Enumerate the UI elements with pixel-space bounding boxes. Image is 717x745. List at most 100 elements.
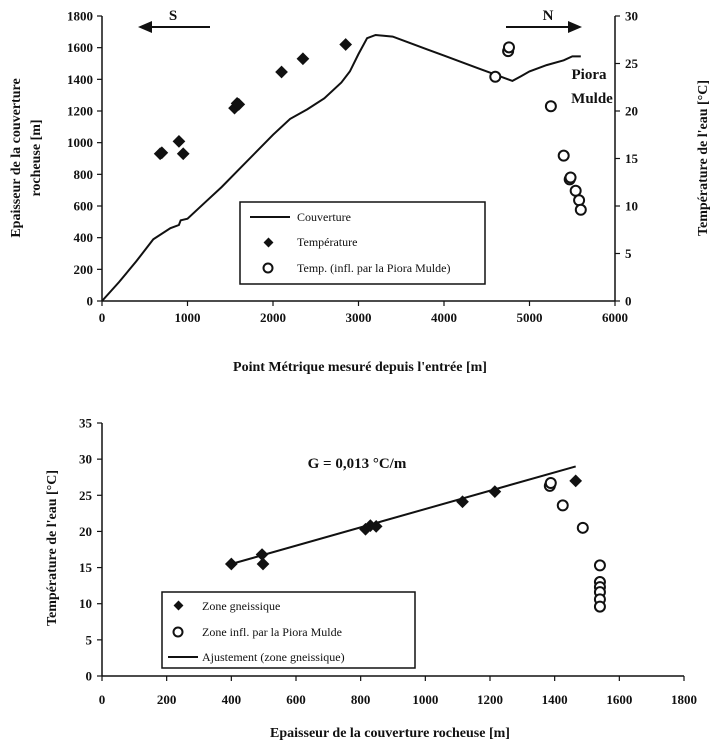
top-y-axis-label-2: rocheuse [m] [29,119,44,196]
top-y-axis-label-1: Epaisseur de la couverture [9,78,24,237]
legend-temp-piora: Temp. (infl. par la Piora Mulde) [297,261,450,275]
top-x-axis-label: Point Métrique mesuré depuis l'entrée [m… [233,360,487,375]
top-y2-tick-label: 20 [625,104,638,119]
bottom-y-axis-label: Température de l'eau [°C] [45,470,60,626]
bottom-x-tick-label: 1000 [412,692,438,707]
top-y-tick-label: 0 [87,294,94,309]
temperature-point [232,97,246,111]
top-y-tick-label: 200 [74,262,94,277]
temperature-point [296,52,310,66]
temperature-point [172,135,186,148]
legend-diamond-marker [263,237,274,248]
bottom-y-tick-label: 5 [86,632,93,647]
temperature-point [275,65,288,79]
top-y-tick-label: 600 [74,199,94,214]
top-y-tick-label: 1400 [67,72,93,87]
bottom-y-tick-label: 0 [86,669,93,684]
temp-piora-point [574,203,587,216]
top-legend: Couverture Température Temp. (infl. par … [239,201,486,285]
ajustement-line [231,465,576,565]
temp-piora-point [502,41,515,54]
piora-point [593,600,606,613]
south-label: S [169,8,177,24]
temp-piora-point [573,194,586,207]
bottom-x-tick-label: 1400 [542,692,568,707]
legend-zone-gneissique: Zone gneissique [202,599,280,613]
bottom-x-tick-label: 1800 [671,692,697,707]
bottom-x-tick-label: 200 [157,692,177,707]
bottom-y-tick-label: 35 [79,416,93,431]
top-y-tick-label: 1800 [67,9,93,24]
legend-zone-piora: Zone infl. par la Piora Mulde [202,625,342,639]
top-x-tick-label: 5000 [517,310,543,325]
bottom-x-tick-label: 1200 [477,692,503,707]
bottom-legend-box [161,591,416,669]
top-y-tick-label: 800 [74,167,94,182]
temperature-point [155,146,169,160]
bottom-x-tick-label: 600 [286,692,306,707]
north-label: N [543,8,554,24]
top-y-tick-label: 1200 [67,104,93,119]
piora-point [576,521,589,534]
gneiss-point [256,557,270,571]
bottom-x-tick-label: 800 [351,692,371,707]
legend-temperature: Température [297,235,357,249]
top-legend-box [239,201,486,285]
temp-piora-point [489,70,502,83]
temp-piora-point [557,149,570,162]
piora-point [556,499,569,512]
top-y2-tick-label: 15 [625,151,639,166]
legend-circle-marker [262,262,274,274]
top-x-tick-label: 0 [99,310,106,325]
top-axes: 0 1000 2000 3000 4000 5000 6000020040060080010… [67,9,639,326]
top-x-tick-label: 1000 [175,310,201,325]
south-arrow [138,21,210,33]
bottom-y-tick-label: 10 [79,596,92,611]
bottom-series [224,465,606,613]
temp-piora-point [544,100,557,113]
bottom-x-tick-label: 0 [99,692,106,707]
bottom-x-tick-label: 1600 [606,692,632,707]
top-y2-tick-label: 10 [625,199,638,214]
top-x-tick-label: 3000 [346,310,372,325]
piora-label-1: Piora [572,67,607,83]
gradient-annotation: G = 0,013 °C/m [308,456,407,472]
legend-couverture: Couverture [297,210,351,224]
couverture-line [101,33,581,302]
bottom-x-tick-label: 400 [222,692,242,707]
bottom-axes: 0 200 400 600 800 1000 1200 1400 1600 1800 0 5 10 15 2… [79,416,697,708]
top-y2-tick-label: 25 [625,56,639,71]
legend2-diamond-marker [173,600,184,611]
top-y-tick-label: 1600 [67,40,93,55]
temperature-point [339,38,353,51]
gneiss-point [569,474,583,488]
temperature-point [176,147,190,161]
top-x-tick-label: 2000 [260,310,286,325]
top-y2-tick-label: 30 [625,9,638,24]
top-y2-tick-label: 0 [625,294,632,309]
top-x-tick-label: 4000 [431,310,457,325]
piora-point [593,559,606,572]
piora-label-2: Mulde [571,91,613,107]
bottom-chart: 0 200 400 600 800 1000 1200 1400 1600 1800 0 5 10 15 2… [45,416,697,742]
top-y2-axis-label: Température de l'eau [°C] [696,80,711,236]
top-y-tick-label: 1000 [67,135,93,150]
bottom-y-tick-label: 25 [79,488,93,503]
top-chart: 0 1000 2000 3000 4000 5000 6000020040060080010… [9,8,711,375]
bottom-y-tick-label: 20 [79,524,92,539]
north-arrow [506,21,582,33]
top-series [101,33,587,302]
bottom-x-axis-label: Epaisseur de la couverture rocheuse [m] [270,726,510,741]
piora-point [544,476,557,489]
top-y2-tick-label: 5 [625,246,632,261]
temp-piora-point [564,171,577,184]
bottom-y-tick-label: 15 [79,560,93,575]
bottom-legend: Zone gneissique Zone infl. par la Piora … [161,591,416,669]
top-y-tick-label: 400 [74,230,94,245]
legend2-circle-marker [172,626,184,638]
top-x-tick-label: 6000 [602,310,628,325]
temp-piora-point [569,184,582,197]
bottom-y-tick-label: 30 [79,452,92,467]
legend-ajustement: Ajustement (zone gneissique) [202,650,345,664]
